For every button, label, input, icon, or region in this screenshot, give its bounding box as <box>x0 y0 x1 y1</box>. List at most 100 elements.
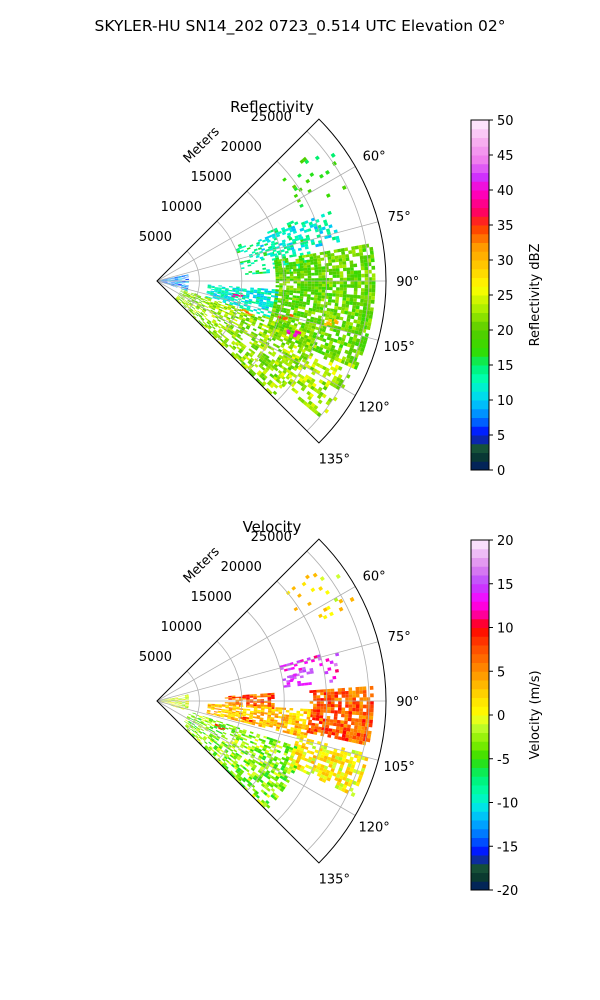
echo-cell <box>338 701 342 705</box>
echo-cell <box>321 272 326 276</box>
echo-cell <box>310 760 315 765</box>
echo-cell <box>313 728 318 733</box>
echo-cell <box>239 304 244 308</box>
echo-cell <box>330 707 335 711</box>
echo-cell <box>303 711 308 715</box>
echo-cell <box>322 219 328 224</box>
echo-cell <box>171 281 175 283</box>
angle-tick-label: 75° <box>388 210 411 225</box>
echo-cell <box>181 704 186 706</box>
echo-cell <box>364 756 369 762</box>
echo-cell <box>294 762 299 767</box>
panel-title: Velocity <box>243 518 302 536</box>
echo-cell <box>258 304 263 308</box>
echo-cell <box>307 310 313 314</box>
echo-cell <box>318 242 323 247</box>
colorbar-swatch <box>471 163 489 173</box>
echo-cell <box>271 365 276 370</box>
echo-cell <box>252 296 257 299</box>
echo-cell <box>362 306 367 311</box>
echo-cell <box>299 767 304 773</box>
echo-cell <box>184 289 188 291</box>
colorbar-swatch <box>471 872 489 882</box>
colorbar-swatch <box>471 172 489 182</box>
echo-cell <box>198 320 202 324</box>
echo-cell <box>231 751 236 756</box>
echo-cell <box>214 301 218 305</box>
echo-cell <box>343 287 347 291</box>
echo-cell <box>279 278 283 281</box>
echo-cell <box>282 310 287 314</box>
echo-cell <box>291 767 297 772</box>
echo-cell <box>262 762 267 767</box>
echo-cell <box>247 745 252 749</box>
echo-cell <box>233 761 238 765</box>
echo-cell <box>173 286 178 288</box>
echo-cell <box>335 265 340 269</box>
echo-cell <box>247 360 252 365</box>
echo-cell <box>257 289 261 292</box>
echo-cell <box>212 296 217 300</box>
echo-cell <box>180 707 185 710</box>
echo-cell <box>189 296 193 299</box>
echo-cell <box>270 347 275 351</box>
echo-cell <box>274 241 279 245</box>
echo-cell <box>227 756 232 761</box>
echo-cell <box>357 284 362 289</box>
echo-cell <box>331 259 336 263</box>
echo-cell <box>178 277 182 279</box>
echo-cell <box>248 353 253 358</box>
echo-cell <box>218 335 222 339</box>
echo-cell <box>220 295 224 298</box>
echo-cell <box>282 274 287 277</box>
colorbar-tick-label: 20 <box>497 534 514 549</box>
sector-frame <box>156 538 387 864</box>
echo-cell <box>208 329 213 334</box>
echo-cell <box>330 767 335 773</box>
echo-cell <box>346 274 351 278</box>
echo-cell <box>288 717 293 720</box>
echo-cell <box>359 697 364 701</box>
echo-cell <box>260 702 265 705</box>
echo-cell <box>298 723 303 727</box>
echo-cell <box>348 347 354 353</box>
echo-cell <box>310 328 315 333</box>
echo-cell <box>296 273 301 277</box>
echo-cell <box>214 323 218 327</box>
angle-tick-label: 90° <box>396 695 419 710</box>
echo-cell <box>203 300 207 303</box>
echo-cell <box>204 296 209 299</box>
echo-cell <box>267 234 272 239</box>
echo-cell <box>185 704 189 706</box>
echo-cell <box>338 704 342 708</box>
colorbar-swatch <box>471 610 489 620</box>
echo-cell <box>275 707 279 710</box>
echo-cell <box>250 262 255 265</box>
echo-cell <box>229 326 233 330</box>
echo-cell <box>246 705 251 708</box>
echo-cell <box>334 691 339 695</box>
echo-cell <box>182 294 186 297</box>
echo-cell <box>359 690 363 694</box>
echo-cell <box>224 714 228 717</box>
echo-cell <box>275 344 281 349</box>
echo-cell <box>223 744 228 748</box>
echo-cell <box>292 325 297 329</box>
echo-cell <box>177 296 181 299</box>
echo-cell <box>209 303 214 306</box>
echo-cell <box>306 390 312 396</box>
echo-cell <box>283 723 288 727</box>
echo-cell <box>233 333 238 337</box>
echo-cell <box>334 258 339 263</box>
echo-cell <box>226 307 231 311</box>
echo-cell <box>189 731 193 735</box>
echo-cell <box>232 743 237 747</box>
echo-cell <box>319 712 324 716</box>
echo-cell <box>181 288 185 291</box>
echo-cell <box>246 697 250 700</box>
echo-cell <box>353 333 358 339</box>
echo-cell <box>230 309 234 312</box>
echo-cell <box>238 754 243 758</box>
echo-cell <box>281 350 287 355</box>
echo-cell <box>231 702 236 704</box>
